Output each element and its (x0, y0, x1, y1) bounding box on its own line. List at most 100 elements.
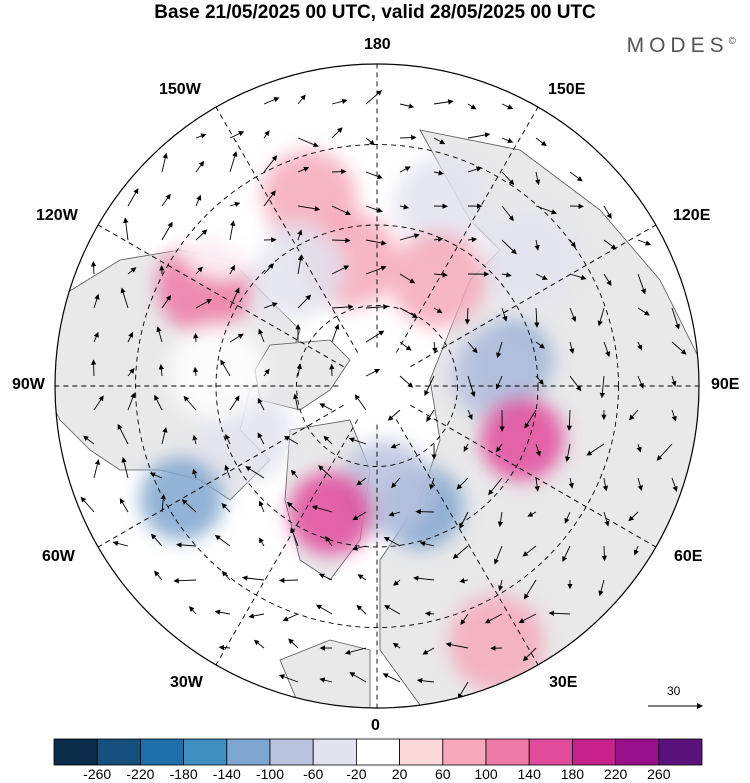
wind-vector-arrow (297, 166, 310, 173)
wind-vector-arrow (354, 394, 367, 411)
wind-vector-arrow (534, 307, 540, 328)
wind-vector-arrow (349, 672, 367, 683)
wind-vector-arrow (229, 287, 240, 309)
colorbar-tick-label: 260 (647, 766, 671, 782)
wind-vector-arrow (457, 681, 469, 700)
wind-vector-arrow (494, 545, 503, 565)
wind-vector-arrow (229, 220, 236, 241)
lon-label-30e: 30E (549, 674, 578, 691)
wind-vectors (80, 90, 687, 700)
wind-vector-arrow (297, 229, 303, 241)
wind-vector-arrow (331, 237, 351, 244)
wind-vector-arrow (597, 307, 605, 327)
wind-vector-arrow (229, 131, 245, 139)
wind-vector-arrow (603, 511, 610, 527)
wind-vector-arrow (535, 205, 557, 215)
wind-vector-arrow (501, 272, 512, 278)
lon-label-90e: 90E (711, 376, 740, 393)
wind-vector-arrow (365, 90, 383, 105)
wind-vector-arrow (534, 239, 540, 251)
wind-vector-arrow (586, 443, 605, 456)
wind-vector-arrow (535, 273, 548, 280)
colorbar-tick-label: -180 (169, 766, 198, 782)
wind-vector-arrow (356, 604, 367, 615)
wind-vector-arrow (603, 273, 612, 287)
wind-vector-arrow (278, 577, 299, 584)
wind-vector-arrow (399, 341, 412, 351)
wind-vector-arrow (245, 466, 265, 479)
lon-label-120e: 120E (673, 207, 711, 224)
colorbar-tick-label: 100 (474, 766, 498, 782)
wind-vector-arrow (433, 272, 448, 278)
wind-vector-arrow (214, 609, 231, 615)
wind-vector-arrow (602, 477, 609, 492)
wind-vector-arrow (127, 331, 134, 343)
wind-vector-arrow (467, 375, 476, 398)
wind-vector-arrow (467, 103, 477, 110)
wind-vector-arrow (433, 99, 454, 105)
meridian-line (395, 419, 539, 666)
latitude-circle (296, 305, 458, 467)
wind-vector-arrow (383, 536, 401, 547)
wind-vector-arrow (413, 575, 435, 581)
wind-vector-arrow (382, 673, 401, 683)
wind-vector-arrow (399, 103, 415, 109)
wind-vector-arrow (225, 433, 231, 445)
wind-vector-arrow (80, 496, 95, 513)
wind-vector-arrow (257, 397, 265, 411)
wind-vector-arrow (535, 137, 547, 147)
wind-vector-arrow (127, 392, 136, 411)
colorbar-tick-label: 140 (517, 766, 541, 782)
wind-vector-arrow (535, 443, 541, 457)
wind-vector-arrow (258, 328, 265, 343)
wind-vector-arrow (248, 613, 265, 619)
wind-vector-arrow (282, 613, 299, 622)
wind-vector-arrow (636, 443, 642, 453)
wind-vector-arrow (501, 239, 517, 255)
meridian-line (97, 224, 344, 368)
latitude-circle (215, 224, 539, 548)
wind-vector-arrow (331, 205, 351, 216)
wind-vector-arrow (173, 578, 197, 584)
wind-vector-arrow (393, 579, 401, 586)
brand-mark: © (728, 36, 736, 47)
wind-vector-arrow (229, 201, 241, 208)
wind-vector-arrow (496, 341, 503, 359)
lon-label-150w: 150W (159, 81, 201, 98)
wind-vector-arrow (524, 409, 537, 429)
wind-vector-arrow (498, 579, 504, 592)
colorbar-swatch (96, 738, 141, 766)
wind-vector-arrow (433, 170, 444, 176)
map-border (54, 63, 700, 709)
wind-vector-arrow (220, 359, 231, 377)
anomaly-blob (448, 594, 545, 691)
wind-vector-arrow (433, 137, 446, 145)
brand-logo: MODES© (627, 34, 736, 58)
wind-vector-arrow (501, 205, 514, 222)
wind-vector-arrow (365, 239, 387, 246)
wind-vector-arrow (429, 477, 435, 490)
wind-vector-arrow (290, 527, 299, 547)
wind-vector-arrow (297, 254, 304, 275)
wind-vector-arrow (161, 193, 171, 207)
wind-vector-arrow (495, 443, 503, 453)
wind-vector-arrow (527, 511, 537, 517)
wind-vector-arrow (224, 464, 231, 479)
wind-vector-arrow (569, 375, 582, 392)
lon-label-120w: 120W (36, 207, 78, 224)
wind-vector-arrow (229, 264, 235, 275)
wind-vector-arrow (319, 403, 333, 411)
colorbar-swatch (312, 738, 357, 766)
wind-vector-arrow (218, 644, 231, 651)
colorbar-swatch (615, 738, 660, 766)
colorbar-tick-label: 20 (391, 766, 408, 782)
wind-vector-arrow (365, 304, 389, 310)
wind-vector-arrow (501, 171, 515, 186)
wind-vector-arrow (297, 94, 306, 105)
wind-vector-arrow (161, 221, 173, 241)
wind-vector-arrow (467, 132, 491, 139)
wind-vector-arrow (278, 674, 299, 683)
wind-vector-arrow (257, 432, 265, 445)
wind-vector-arrow (426, 409, 435, 422)
